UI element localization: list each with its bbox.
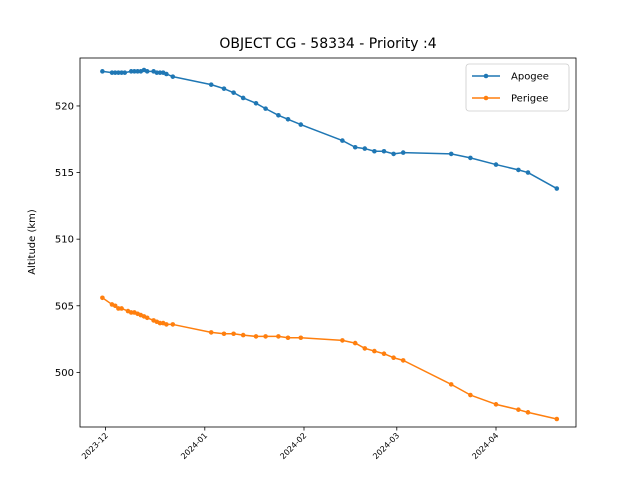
perigee-point (448, 382, 454, 387)
apogee-point (362, 146, 368, 151)
apogee-point (119, 70, 124, 75)
apogee-point (276, 112, 281, 118)
perigee-point (525, 410, 531, 415)
perigee-point (352, 340, 358, 346)
apogee-point (391, 151, 396, 157)
apogee-point (263, 106, 268, 111)
apogee-point (554, 186, 560, 191)
perigee-point (493, 402, 499, 407)
apogee-point (132, 69, 137, 74)
perigee-point (144, 315, 150, 321)
apogee-point (253, 100, 259, 106)
legend-items: Apogee Perigee (472, 72, 549, 105)
y-tick-label: 520 (55, 101, 74, 112)
apogee-point (170, 74, 176, 79)
apogee-point (400, 150, 406, 155)
perigee-point (240, 332, 246, 338)
apogee-point (352, 144, 358, 150)
perigee-point (285, 335, 291, 341)
perigee-point (400, 358, 406, 363)
apogee-point (128, 69, 134, 74)
apogee-point (448, 151, 454, 157)
perigee-point (263, 334, 268, 339)
legend-apogee-label: Apogee (511, 72, 549, 83)
chart-title: OBJECT CG - 58334 - Priority :4 (219, 36, 436, 52)
perigee-point (276, 334, 281, 339)
apogee-point (493, 162, 499, 167)
perigee-point (516, 407, 521, 412)
plot-area (79, 57, 577, 428)
perigee-point (391, 355, 396, 361)
apogee-point (154, 70, 160, 75)
apogee-point (516, 167, 521, 173)
legend-apogee-marker (483, 73, 489, 79)
perigee-point (157, 320, 163, 326)
y-axis-label: Altitude (km) (27, 209, 38, 275)
apogee-point (135, 69, 140, 74)
perigee-point (253, 334, 259, 339)
perigee-point (340, 338, 345, 343)
perigee-point (381, 351, 387, 357)
apogee-point (525, 170, 531, 175)
legend: Apogee Perigee (465, 63, 570, 112)
apogee-point (340, 138, 345, 143)
y-tick-label: 515 (55, 168, 74, 179)
apogee-point (240, 95, 246, 101)
apogee-point (221, 86, 227, 91)
apogee-point (109, 70, 115, 75)
y-axis: 500 505 510 515 520 (55, 101, 80, 379)
perigee-point (372, 348, 377, 354)
apogee-point (208, 82, 214, 87)
perigee-point (100, 295, 105, 301)
apogee-point (231, 90, 236, 95)
perigee-point (231, 331, 236, 337)
perigee-point (164, 322, 169, 327)
apogee-point (157, 70, 163, 75)
perigee-point (116, 306, 121, 311)
perigee-point (221, 331, 227, 337)
perigee-point (128, 310, 134, 315)
apogee-point (298, 122, 304, 127)
apogee-point (468, 155, 473, 161)
legend-perigee-marker (483, 95, 489, 101)
y-tick-label: 505 (55, 301, 74, 312)
apogee-point (372, 148, 377, 154)
apogee-point (112, 70, 118, 75)
apogee-point (122, 70, 128, 75)
y-tick-label: 510 (55, 235, 74, 246)
apogee-point (381, 148, 387, 154)
perigee-point (112, 303, 118, 309)
perigee-point (119, 306, 124, 311)
perigee-point (554, 416, 560, 422)
apogee-point (116, 70, 121, 75)
perigee-point (170, 322, 176, 327)
apogee-point (285, 116, 291, 122)
legend-perigee-label: Perigee (511, 94, 548, 105)
apogee-point (144, 69, 150, 74)
apogee-point (164, 71, 169, 77)
y-tick-label: 500 (55, 368, 74, 379)
series-layer (100, 67, 560, 422)
perigee-point (208, 330, 214, 335)
perigee-point (362, 346, 368, 351)
apogee-point (100, 69, 105, 74)
plot-frame (79, 57, 577, 428)
perigee-point (468, 392, 473, 398)
perigee-point (298, 335, 304, 341)
